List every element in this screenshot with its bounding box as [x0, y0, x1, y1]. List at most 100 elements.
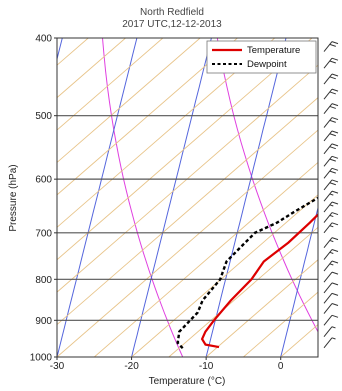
barb-staff — [323, 222, 333, 234]
barb-flag — [331, 260, 339, 264]
barb-flag — [331, 282, 339, 286]
barb-half-flag — [329, 214, 334, 218]
barb-flag — [331, 249, 339, 252]
barb-flag — [329, 43, 336, 47]
y-tick-label: 900 — [35, 316, 52, 327]
barb-flag — [331, 73, 339, 77]
chart-subtitle: 2017 UTC,12-12-2013 — [122, 19, 222, 30]
barb-flag — [331, 292, 339, 296]
barb-flag — [331, 271, 339, 275]
barb-flag — [331, 212, 339, 216]
barb-flag — [331, 314, 339, 318]
y-tick-label: 500 — [35, 111, 52, 122]
barb-staff — [323, 143, 333, 155]
wind-barb — [323, 190, 339, 202]
barb-half-flag — [329, 251, 334, 254]
y-tick-label: 400 — [35, 34, 52, 45]
wind-barb — [323, 303, 339, 314]
barb-staff — [323, 271, 333, 283]
barb-flag — [331, 167, 339, 171]
barb-staff — [323, 167, 333, 179]
wind-barb — [323, 314, 339, 326]
moist-adiabat-line — [205, 38, 287, 357]
barb-flag — [329, 182, 336, 186]
barb-staff — [323, 303, 333, 314]
wind-barb — [323, 117, 339, 128]
barb-half-flag — [329, 204, 334, 207]
wind-barb — [323, 249, 339, 260]
barb-flag — [331, 130, 339, 134]
barb-half-flag — [331, 337, 336, 340]
isotherm-line — [168, 226, 318, 357]
isotherm-line — [57, 64, 318, 293]
isotherm-line — [57, 38, 201, 164]
y-tick-label: 600 — [35, 175, 52, 186]
isotherm-line — [131, 194, 318, 357]
legend-temperature-label: Temperature — [247, 45, 300, 56]
y-tick-label: 1000 — [30, 353, 53, 364]
barb-flag — [331, 190, 339, 194]
plot-frame — [56, 37, 319, 358]
barb-flag — [331, 155, 339, 159]
barb-staff — [323, 57, 333, 69]
legend-box — [206, 40, 317, 74]
barb-staff — [323, 260, 333, 272]
legend-dewpoint-label: Dewpoint — [247, 59, 287, 70]
barb-flag — [331, 117, 339, 121]
wind-barb — [323, 292, 339, 304]
wind-barb — [323, 212, 339, 223]
pressure-gridlines — [57, 115, 318, 321]
wind-barb — [323, 143, 339, 155]
barb-staff — [323, 212, 333, 223]
barb-flag — [329, 60, 336, 64]
wind-barb — [323, 155, 339, 167]
barb-flag — [331, 88, 339, 92]
barb-half-flag — [329, 193, 334, 196]
moist-adiabat-line — [57, 38, 138, 357]
wind-barb — [323, 167, 339, 179]
x-tick-label: -30 — [50, 361, 65, 372]
wind-barb — [323, 88, 339, 100]
barb-flag — [331, 57, 339, 61]
barb-staff — [323, 315, 333, 326]
wind-barb — [323, 282, 339, 294]
barb-staff — [323, 41, 333, 52]
barb-flag — [331, 303, 339, 306]
barb-staff — [323, 237, 333, 248]
barb-staff — [323, 179, 333, 191]
barb-flag — [329, 158, 336, 162]
barb-half-flag — [329, 239, 334, 243]
wind-barb — [323, 57, 339, 69]
x-tick-label: -10 — [199, 361, 214, 372]
profile-series — [176, 196, 318, 350]
dry-adiabat-line — [332, 38, 342, 357]
isotherm-line — [317, 356, 318, 357]
dry-adiabat-line — [102, 38, 184, 357]
isotherm-line — [280, 323, 318, 357]
barb-staff — [323, 117, 333, 128]
barb-flag — [329, 170, 336, 174]
barb-staff — [323, 293, 333, 304]
barb-flag — [331, 41, 339, 45]
isotherm-line — [57, 38, 164, 131]
barb-staff — [323, 73, 333, 85]
barb-staff — [323, 88, 333, 100]
barb-flag — [329, 119, 336, 123]
x-tick-label: -20 — [124, 361, 139, 372]
wind-barb — [323, 326, 336, 338]
isotherm-line — [243, 291, 318, 357]
wind-barb — [323, 41, 339, 52]
barb-staff — [323, 155, 333, 167]
isotherm-line — [57, 38, 276, 228]
barb-flag — [329, 91, 336, 95]
barb-staff — [323, 249, 333, 260]
legend: Temperature Dewpoint — [206, 40, 317, 74]
barb-flag — [329, 105, 336, 109]
y-tick-label: 700 — [35, 228, 52, 239]
wind-barb — [323, 130, 339, 142]
isotherm-line — [57, 38, 238, 196]
barb-flag — [331, 201, 339, 205]
barb-flag — [329, 76, 336, 80]
barb-staff — [323, 282, 333, 294]
